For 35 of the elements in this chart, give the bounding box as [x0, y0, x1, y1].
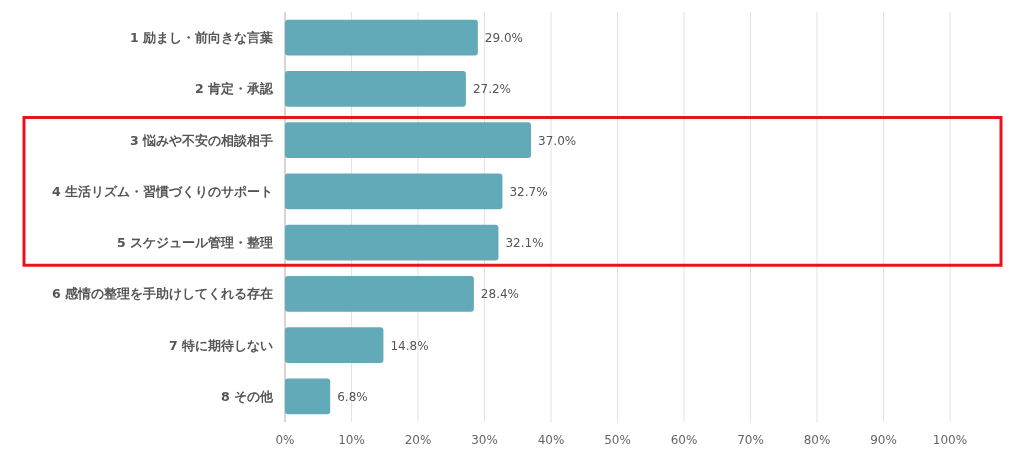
- data-label: 32.7%: [509, 184, 548, 199]
- bar: [285, 275, 474, 312]
- x-tick-label: 40%: [537, 433, 565, 447]
- x-tick-label: 10%: [338, 433, 365, 447]
- data-label: 28.4%: [480, 287, 519, 302]
- x-tick-label: 100%: [932, 433, 968, 447]
- y-tick-label: 7 特に期待しない: [168, 337, 273, 353]
- data-label: 32.1%: [505, 236, 544, 251]
- y-tick-label: 1 励まし・前向きな言葉: [129, 30, 273, 46]
- x-tick-label: 90%: [870, 433, 897, 447]
- x-tick-label: 70%: [737, 433, 764, 447]
- y-tick-label: 8 その他: [220, 388, 274, 404]
- bar: [285, 173, 503, 210]
- y-tick-label: 4 生活リズム・習慣づくりのサポート: [51, 183, 273, 199]
- x-tick-label: 0%: [275, 433, 295, 447]
- y-tick-label: 3 悩みや不安の相談相手: [129, 132, 273, 148]
- y-tick-label: 2 肯定・承認: [194, 81, 274, 97]
- data-label: 27.2%: [472, 82, 512, 97]
- data-label: 37.0%: [538, 133, 577, 148]
- x-tick-label: 60%: [670, 433, 698, 447]
- x-tick-label: 30%: [471, 433, 498, 447]
- x-tick-label: 80%: [803, 433, 831, 447]
- y-tick-label: 5 スケジュール管理・整理: [116, 235, 273, 251]
- x-tick-label: 20%: [404, 433, 432, 447]
- bar: [285, 378, 331, 415]
- x-tick-label: 50%: [604, 433, 631, 447]
- bar: [285, 70, 466, 107]
- data-label: 6.8%: [337, 389, 368, 404]
- data-label: 14.8%: [390, 338, 429, 353]
- data-label: 29.0%: [484, 31, 523, 46]
- bar: [285, 122, 532, 159]
- bar: [285, 224, 499, 261]
- bar: [285, 19, 478, 56]
- bar: [285, 327, 384, 364]
- y-tick-label: 6 感情の整理を手助けしてくれる存在: [51, 286, 273, 302]
